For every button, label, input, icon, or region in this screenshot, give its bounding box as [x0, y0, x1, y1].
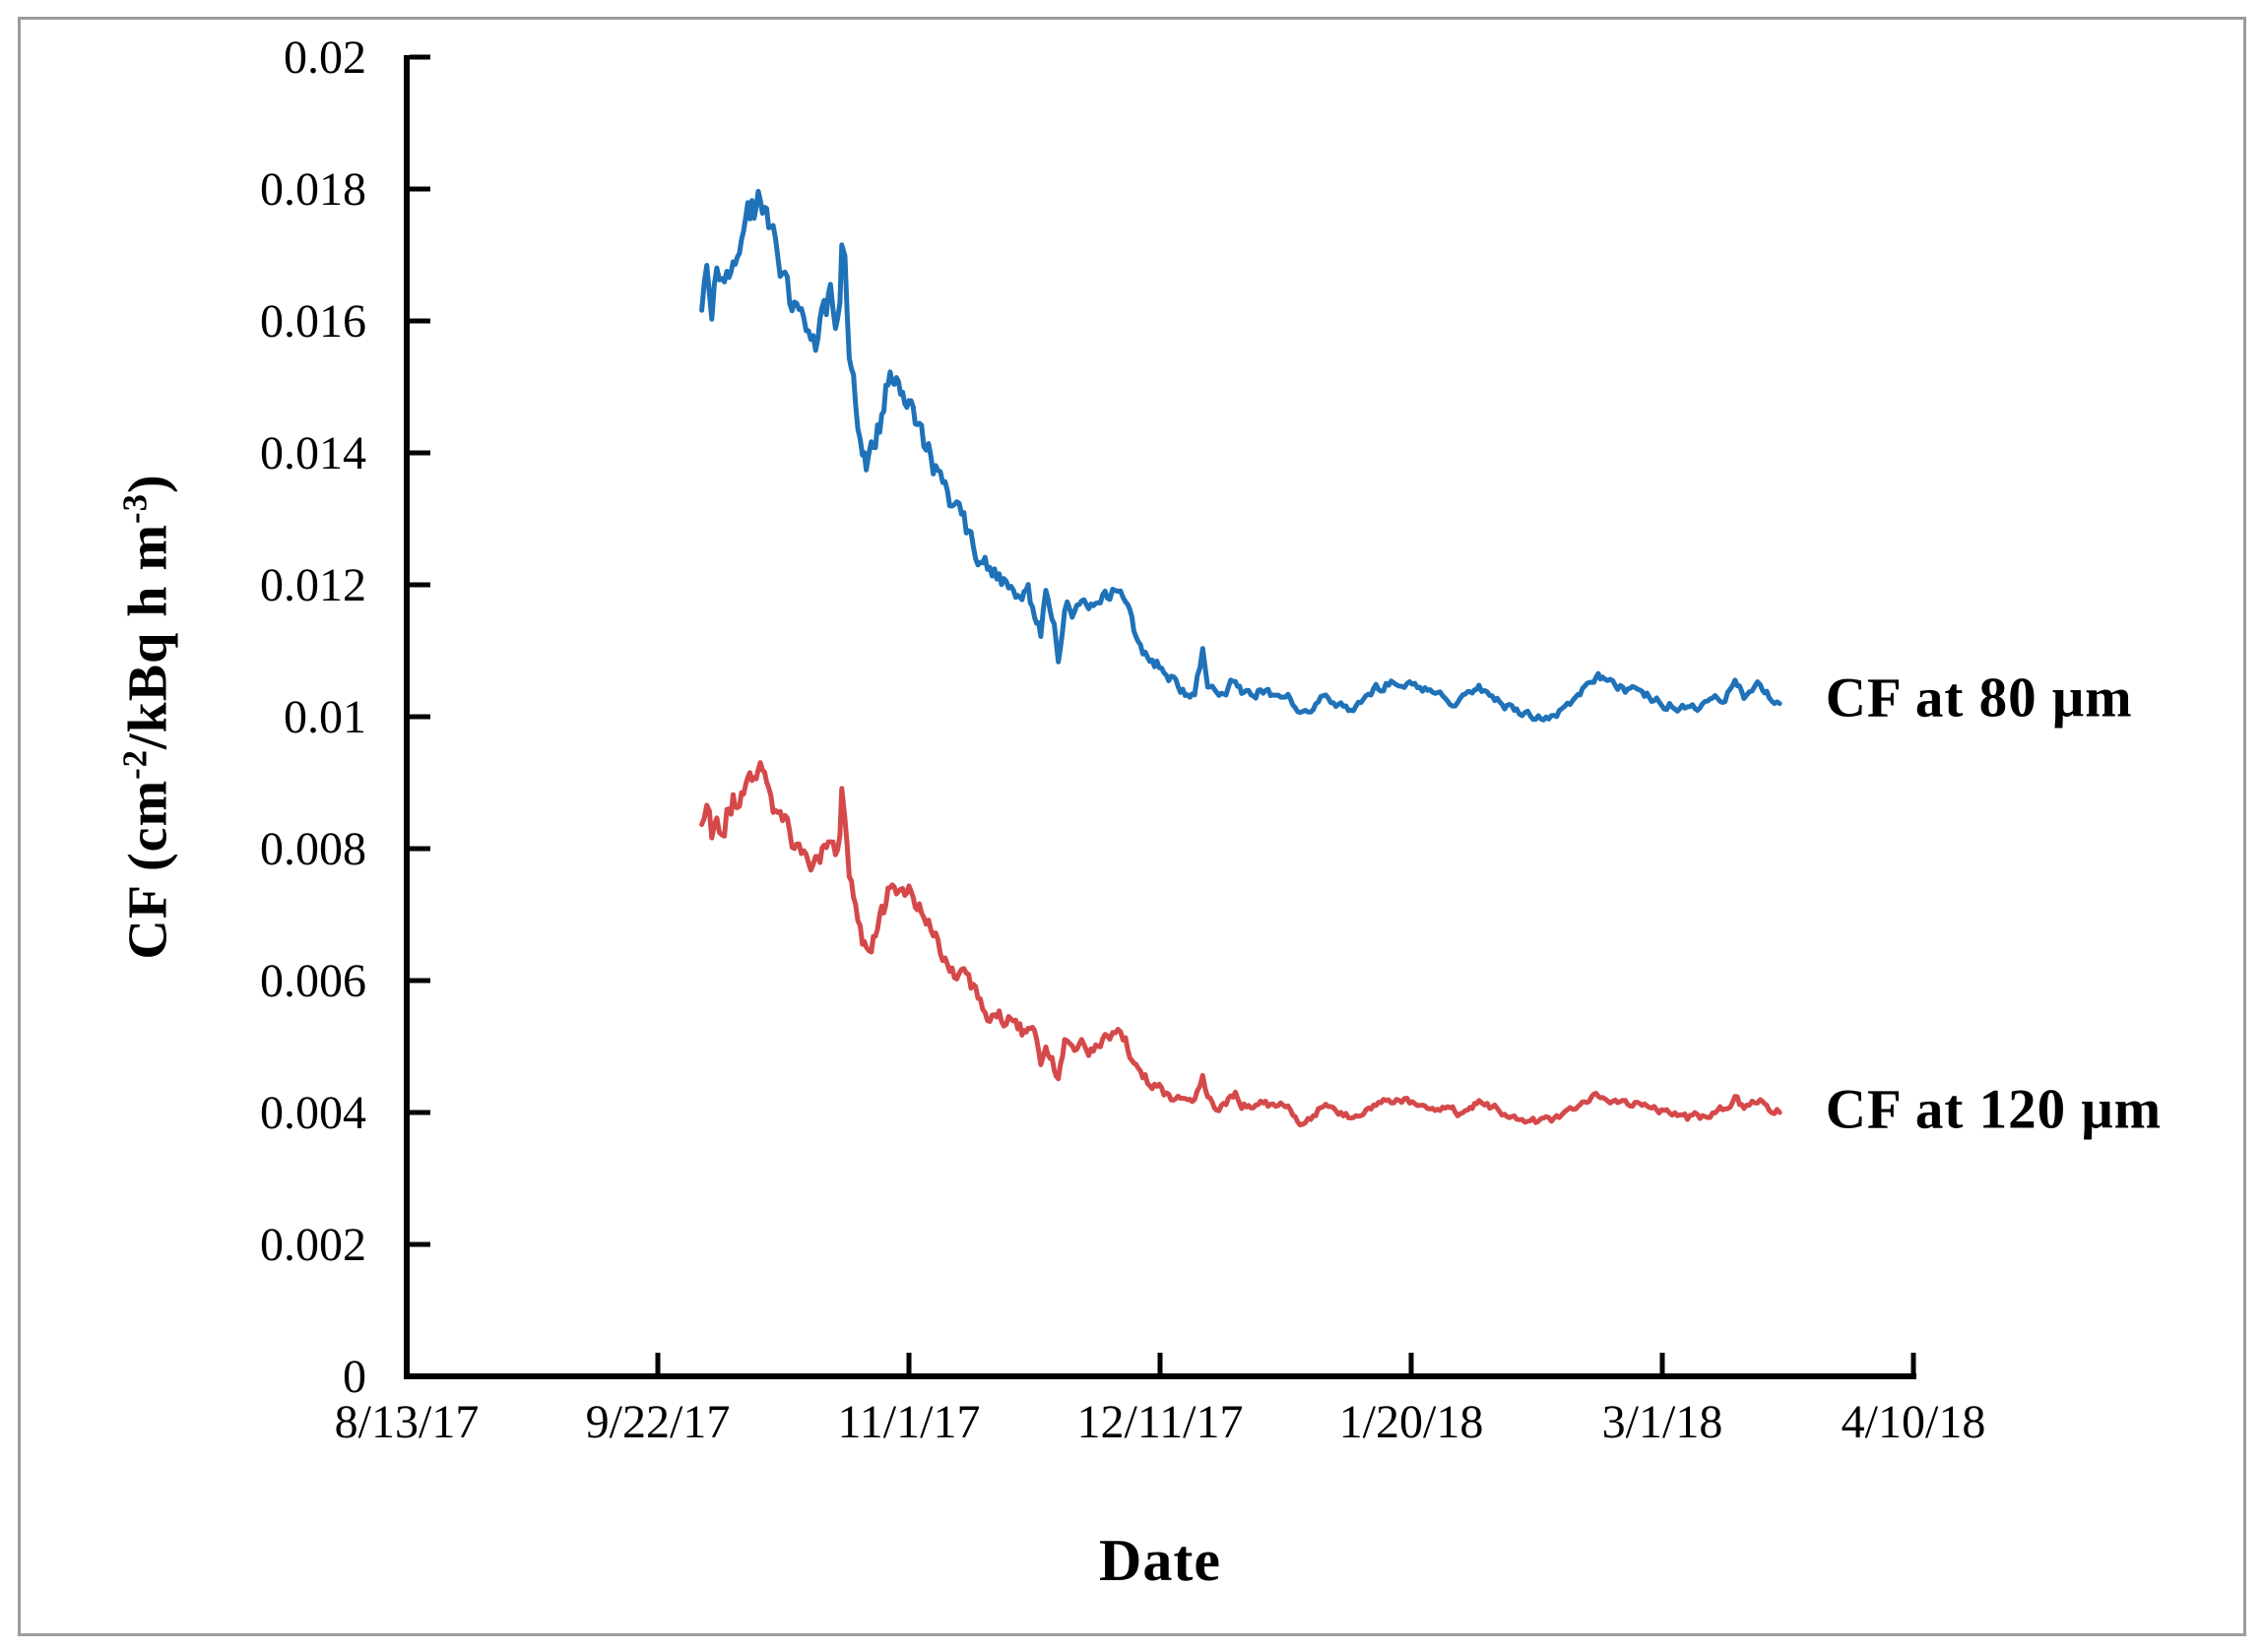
y-tick-label: 0.014: [260, 427, 366, 479]
x-axis-title: Date: [1099, 1528, 1221, 1593]
y-tick-label: 0.006: [260, 955, 366, 1007]
series-line-1: [699, 760, 1782, 1128]
x-tick-label: 9/22/17: [586, 1396, 731, 1448]
y-tick-label: 0.01: [284, 691, 366, 743]
figure-border: [18, 17, 2246, 1636]
y-tick-label: 0.012: [260, 559, 366, 611]
series-line-0: [699, 188, 1782, 723]
y-tick-label: 0.002: [260, 1219, 366, 1271]
series-label-120um: CF at 120 μm: [1825, 1078, 2163, 1141]
x-tick-label: 11/1/17: [838, 1396, 981, 1448]
x-tick-label: 3/1/18: [1602, 1396, 1723, 1448]
y-tick-label: 0.018: [260, 163, 366, 216]
series-label-80um: CF at 80 μm: [1825, 667, 2133, 730]
y-axis-title: CF (cm-2/kBq h m-3): [115, 474, 179, 960]
x-tick-label: 12/11/17: [1077, 1396, 1244, 1448]
x-tick-label: 1/20/18: [1339, 1396, 1484, 1448]
x-tick-label: 8/13/17: [335, 1396, 480, 1448]
x-tick-label: 4/10/18: [1842, 1396, 1986, 1448]
y-tick-label: 0.016: [260, 295, 366, 348]
y-tick-label: 0.004: [260, 1087, 366, 1139]
y-tick-label: 0.02: [284, 32, 366, 84]
y-tick-label: 0: [343, 1351, 366, 1403]
y-tick-label: 0.008: [260, 823, 366, 875]
